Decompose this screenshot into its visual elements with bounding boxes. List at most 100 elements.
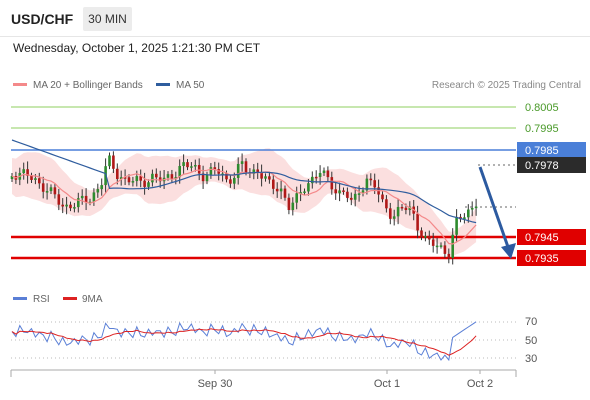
candle-body (334, 189, 337, 194)
candle-body (455, 216, 458, 235)
candle-body (420, 230, 423, 238)
candle-body (396, 206, 400, 217)
candle-body (151, 173, 154, 183)
candle-body (435, 245, 439, 248)
candle-body (311, 176, 314, 184)
rsi-panel (11, 321, 516, 362)
level-text: 0.7985 (525, 145, 559, 157)
level-lines (11, 106, 516, 260)
candle-body (155, 173, 158, 178)
candle-body (392, 216, 396, 219)
level-label-0.7995: 0.7995 (525, 123, 559, 135)
ma20-line (11, 168, 477, 245)
candle-body (34, 178, 37, 180)
level-text: 0.7945 (525, 232, 559, 244)
candle-body (279, 188, 283, 192)
symbol-title: USD/CHF (11, 11, 74, 27)
candle-body (174, 177, 178, 179)
candle-body (73, 207, 76, 209)
candle-body (131, 181, 135, 183)
candle-body (225, 173, 228, 180)
legend-ma20: MA 20 + Bollinger Bands (13, 80, 143, 92)
level-box (517, 229, 586, 245)
candle-body (194, 165, 197, 167)
candle-body (314, 176, 318, 179)
level-box (517, 142, 586, 158)
candle-body (100, 185, 103, 190)
candle-body (474, 206, 478, 209)
moving-averages (11, 139, 477, 245)
candle-body (326, 170, 330, 178)
candle-body (322, 170, 326, 173)
candle-body (213, 167, 217, 170)
candle-body (389, 208, 392, 219)
candle-body (307, 183, 310, 192)
timeframe-button[interactable]: 30 MIN (83, 7, 132, 31)
candle-body (451, 234, 454, 258)
candle-body (96, 189, 100, 193)
candle-body (22, 169, 25, 174)
ma20-swatch (13, 82, 27, 86)
candle-body (385, 199, 388, 209)
candle-body (463, 217, 466, 220)
candle-body (205, 174, 209, 182)
candle-body (400, 206, 404, 209)
arrow-shaft (478, 166, 510, 248)
rsi-swatch (13, 297, 27, 300)
candle-body (381, 194, 384, 200)
ma20-label: MA 20 + Bollinger Bands (33, 80, 143, 91)
candle-body (291, 202, 295, 211)
candle-body (84, 195, 88, 203)
candle-body (10, 176, 14, 179)
candle-body (135, 176, 139, 182)
candle-body (470, 208, 474, 210)
candle-body (26, 169, 29, 176)
candle-body (41, 183, 45, 192)
candle-body (69, 204, 72, 209)
candle-body (287, 197, 291, 211)
candle-body (38, 178, 41, 184)
candle-body (264, 176, 267, 179)
timestamp: Wednesday, October 1, 2025 1:21:30 PM CE… (13, 41, 261, 55)
candle-body (408, 206, 412, 211)
chart-header: USD/CHF 30 MIN (0, 0, 590, 37)
credit-text: Research © 2025 Trading Central (431, 80, 581, 91)
candle-body (350, 197, 353, 200)
candle-body (158, 177, 162, 182)
ma50-swatch (156, 82, 170, 86)
candle-body (431, 239, 435, 246)
candle-body (201, 173, 205, 182)
candle-body (424, 235, 427, 238)
candle-body (139, 176, 142, 181)
candle-body (236, 163, 240, 178)
candle-body (186, 162, 189, 168)
candle-body (342, 190, 345, 192)
candles (10, 151, 478, 265)
candle-body (209, 167, 213, 175)
candle-body (275, 188, 279, 192)
candle-body (361, 190, 365, 194)
candle-body (143, 180, 146, 187)
candle-body (439, 245, 443, 247)
candle-body (416, 213, 419, 231)
level-label-0.7985: 0.7985 (517, 142, 586, 158)
candle-body (65, 204, 68, 207)
level-label-0.7978: 0.7978 (517, 157, 586, 173)
candle-body (77, 198, 80, 208)
candle-body (268, 176, 271, 180)
candle-body (256, 169, 259, 173)
candle-body (45, 191, 49, 193)
rsi-label: RSI (33, 294, 50, 305)
rsi-line (11, 321, 477, 362)
candle-body (299, 192, 302, 194)
x-label-oct1: Oct 1 (374, 378, 400, 390)
bollinger-area (12, 148, 477, 257)
candle-body (346, 191, 349, 198)
candle-body (88, 201, 92, 204)
candle-body (119, 177, 123, 180)
candle-body (443, 245, 447, 254)
candle-body (233, 177, 236, 184)
candle-body (108, 155, 111, 167)
candle-body (303, 191, 306, 193)
